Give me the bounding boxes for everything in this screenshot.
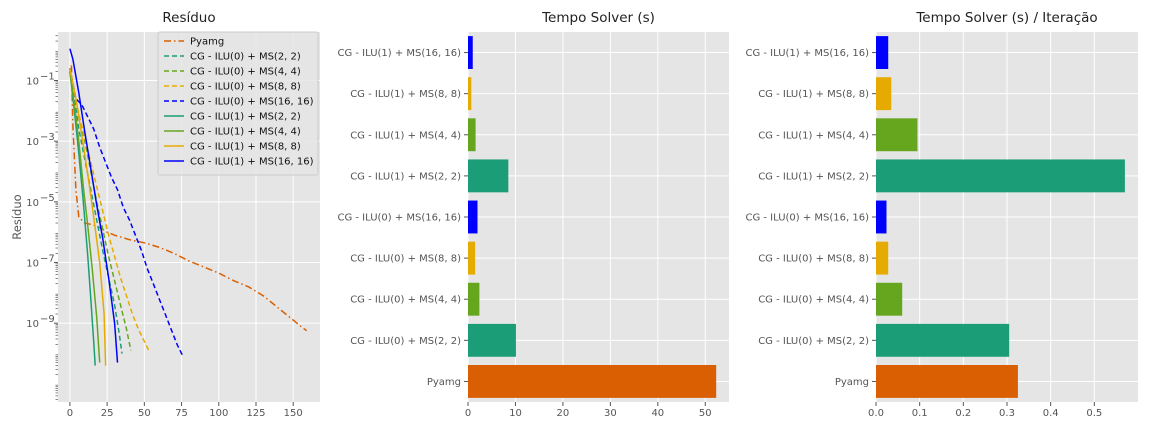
legend-label-0: Pyamg bbox=[190, 37, 224, 48]
category-label-1: CG - ILU(0) + MS(2, 2) bbox=[350, 336, 461, 347]
chart-title: Tempo Solver (s) / Iteração bbox=[915, 10, 1097, 26]
y-tick-label: 10 bbox=[26, 77, 39, 88]
x-tick-label: 25 bbox=[101, 408, 114, 419]
category-label-5: CG - ILU(1) + MS(2, 2) bbox=[758, 171, 869, 182]
bar-0 bbox=[468, 365, 717, 398]
bar-7 bbox=[468, 77, 472, 111]
x-tick-label: 100 bbox=[209, 408, 228, 419]
bar-0 bbox=[876, 365, 1018, 398]
x-tick-label: 50 bbox=[699, 408, 712, 419]
solver-time-per-iteration-chart: Pyamg CG - ILU(0) + MS(2, 2) CG - ILU(0) +… bbox=[745, 10, 1138, 419]
category-label-8: CG - ILU(1) + MS(16, 16) bbox=[337, 48, 461, 59]
y-tick-label: 10 bbox=[26, 198, 39, 209]
category-label-1: CG - ILU(0) + MS(2, 2) bbox=[758, 336, 869, 347]
legend-label-4: CG - ILU(0) + MS(16, 16) bbox=[190, 97, 314, 108]
x-tick-label: 0.3 bbox=[999, 408, 1015, 419]
category-label-2: CG - ILU(0) + MS(4, 4) bbox=[758, 295, 869, 306]
legend-label-6: CG - ILU(1) + MS(4, 4) bbox=[190, 127, 301, 138]
legend-label-8: CG - ILU(1) + MS(16, 16) bbox=[190, 157, 314, 168]
category-label-0: Pyamg bbox=[835, 377, 869, 388]
x-tick-label: 0.1 bbox=[912, 408, 928, 419]
x-tick-label: 0.5 bbox=[1086, 408, 1102, 419]
series-line-1 bbox=[69, 68, 123, 354]
x-tick-label: 0 bbox=[67, 408, 73, 419]
bar-8 bbox=[468, 36, 473, 69]
residual-chart: 10 −110 −310 −510 −710 −90 25 50 75 100 125 150Resí… bbox=[10, 10, 320, 419]
category-label-7: CG - ILU(1) + MS(8, 8) bbox=[350, 89, 461, 100]
chart-title: Resíduo bbox=[162, 10, 215, 26]
chart-title: Tempo Solver (s) bbox=[541, 10, 655, 26]
category-label-0: Pyamg bbox=[427, 377, 461, 388]
y-tick-exponent: −7 bbox=[40, 253, 55, 264]
bar-7 bbox=[876, 77, 892, 111]
legend-box bbox=[157, 31, 319, 176]
x-tick-label: 30 bbox=[604, 408, 617, 419]
legend-label-2: CG - ILU(0) + MS(4, 4) bbox=[190, 67, 301, 78]
bar-1 bbox=[876, 323, 1010, 357]
x-tick-label: 40 bbox=[651, 408, 664, 419]
x-tick-label: 10 bbox=[509, 408, 522, 419]
x-tick-label: 20 bbox=[557, 408, 570, 419]
y-tick-label: 10 bbox=[26, 319, 39, 330]
series-line-5 bbox=[69, 71, 96, 366]
y-axis-label: Resíduo bbox=[10, 194, 24, 239]
legend-label-1: CG - ILU(0) + MS(2, 2) bbox=[190, 52, 301, 63]
category-label-3: CG - ILU(0) + MS(8, 8) bbox=[350, 254, 461, 265]
x-tick-label: 125 bbox=[246, 408, 265, 419]
series-line-8 bbox=[69, 48, 119, 363]
bar-5 bbox=[876, 159, 1125, 193]
bar-4 bbox=[468, 200, 478, 234]
y-tick-label: 10 bbox=[26, 137, 39, 148]
solver-time-chart: Pyamg CG - ILU(0) + MS(2, 2) CG - ILU(0) +… bbox=[337, 10, 729, 419]
y-tick-exponent: −3 bbox=[40, 132, 55, 143]
legend-label-3: CG - ILU(0) + MS(8, 8) bbox=[190, 82, 301, 93]
bar-6 bbox=[468, 118, 476, 152]
x-tick-label: 0.0 bbox=[868, 408, 884, 419]
x-tick-label: 0.2 bbox=[955, 408, 971, 419]
category-label-4: CG - ILU(0) + MS(16, 16) bbox=[745, 213, 869, 224]
series-line-6 bbox=[69, 71, 101, 363]
x-tick-label: 75 bbox=[175, 408, 188, 419]
category-label-4: CG - ILU(0) + MS(16, 16) bbox=[337, 213, 461, 224]
category-label-8: CG - ILU(1) + MS(16, 16) bbox=[745, 48, 869, 59]
series-line-3 bbox=[69, 68, 150, 351]
bar-3 bbox=[468, 241, 476, 275]
x-tick-label: 0.4 bbox=[1043, 408, 1059, 419]
category-label-2: CG - ILU(0) + MS(4, 4) bbox=[350, 295, 461, 306]
bar-6 bbox=[876, 118, 918, 152]
x-tick-label: 0 bbox=[465, 408, 471, 419]
bar-2 bbox=[876, 282, 903, 316]
bar-3 bbox=[876, 241, 889, 275]
category-label-5: CG - ILU(1) + MS(2, 2) bbox=[350, 171, 461, 182]
bar-4 bbox=[876, 200, 887, 234]
y-tick-exponent: −5 bbox=[40, 193, 55, 204]
y-tick-label: 10 bbox=[26, 258, 39, 269]
y-tick-exponent: −9 bbox=[40, 314, 55, 325]
x-tick-label: 50 bbox=[138, 408, 151, 419]
category-label-6: CG - ILU(1) + MS(4, 4) bbox=[350, 130, 461, 141]
y-tick-exponent: −1 bbox=[40, 72, 55, 83]
x-tick-label: 150 bbox=[284, 408, 303, 419]
category-label-6: CG - ILU(1) + MS(4, 4) bbox=[758, 130, 869, 141]
bar-5 bbox=[468, 159, 509, 193]
legend-label-7: CG - ILU(1) + MS(8, 8) bbox=[190, 142, 301, 153]
bar-8 bbox=[876, 36, 889, 69]
bar-1 bbox=[468, 323, 516, 357]
bar-2 bbox=[468, 282, 480, 316]
legend-label-5: CG - ILU(1) + MS(2, 2) bbox=[190, 112, 301, 123]
category-label-7: CG - ILU(1) + MS(8, 8) bbox=[758, 89, 869, 100]
category-label-3: CG - ILU(0) + MS(8, 8) bbox=[758, 254, 869, 265]
series-line-7 bbox=[69, 68, 107, 366]
